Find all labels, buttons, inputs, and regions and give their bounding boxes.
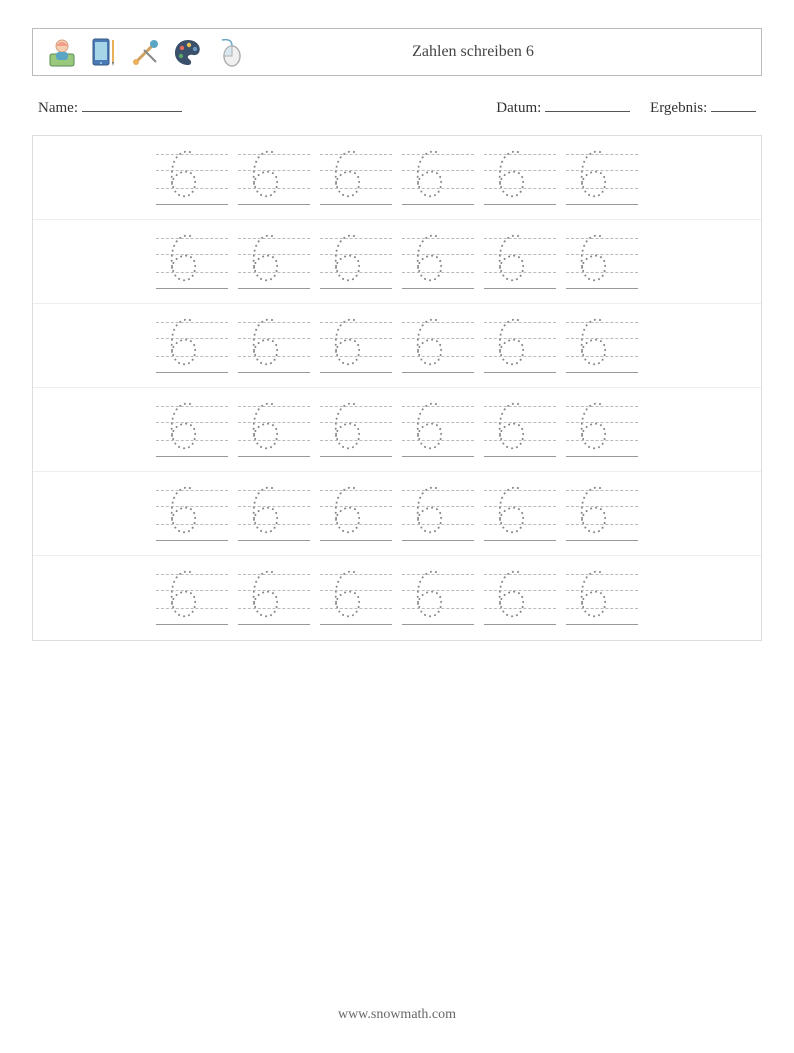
trace-cell[interactable] bbox=[234, 148, 314, 208]
mouse-icon bbox=[213, 35, 247, 69]
trace-cell[interactable] bbox=[152, 568, 232, 628]
trace-cell[interactable] bbox=[316, 484, 396, 544]
worksheet-row bbox=[33, 304, 761, 388]
trace-cell[interactable] bbox=[398, 148, 478, 208]
trace-cell[interactable] bbox=[316, 400, 396, 460]
trace-cell[interactable] bbox=[152, 148, 232, 208]
trace-cell[interactable] bbox=[234, 568, 314, 628]
footer-link[interactable]: www.snowmath.com bbox=[0, 1007, 794, 1023]
trace-cell[interactable] bbox=[152, 232, 232, 292]
trace-digit bbox=[162, 230, 202, 297]
worksheet-row bbox=[33, 136, 761, 220]
worksheet bbox=[32, 135, 762, 641]
info-line: Name: Datum: Ergebnis: bbox=[32, 98, 762, 117]
trace-cell[interactable] bbox=[480, 316, 560, 376]
trace-digit bbox=[408, 230, 448, 297]
trace-digit bbox=[490, 230, 530, 297]
header-icons bbox=[45, 35, 247, 69]
trace-cell[interactable] bbox=[316, 316, 396, 376]
worksheet-row bbox=[33, 388, 761, 472]
trace-digit bbox=[408, 482, 448, 549]
trace-digit bbox=[326, 314, 366, 381]
worksheet-row bbox=[33, 472, 761, 556]
trace-digit bbox=[162, 566, 202, 633]
trace-cell[interactable] bbox=[152, 400, 232, 460]
trace-digit bbox=[490, 398, 530, 465]
name-label: Name: bbox=[38, 100, 78, 116]
trace-digit bbox=[490, 482, 530, 549]
trace-digit bbox=[326, 482, 366, 549]
trace-cell[interactable] bbox=[152, 316, 232, 376]
trace-digit bbox=[162, 146, 202, 213]
trace-cell[interactable] bbox=[480, 568, 560, 628]
trace-digit bbox=[490, 566, 530, 633]
trace-digit bbox=[572, 398, 612, 465]
trace-digit bbox=[408, 314, 448, 381]
trace-digit bbox=[572, 146, 612, 213]
trace-cell[interactable] bbox=[152, 484, 232, 544]
trace-cell[interactable] bbox=[562, 232, 642, 292]
trace-cell[interactable] bbox=[562, 484, 642, 544]
trace-cell[interactable] bbox=[234, 400, 314, 460]
trace-digit bbox=[326, 146, 366, 213]
person-icon bbox=[45, 35, 79, 69]
trace-digit bbox=[572, 230, 612, 297]
trace-cell[interactable] bbox=[398, 484, 478, 544]
trace-digit bbox=[244, 398, 284, 465]
trace-cell[interactable] bbox=[562, 400, 642, 460]
trace-digit bbox=[490, 314, 530, 381]
date-blank[interactable] bbox=[545, 98, 630, 112]
header-box: Zahlen schreiben 6 bbox=[32, 28, 762, 76]
result-blank[interactable] bbox=[711, 98, 756, 112]
trace-cell[interactable] bbox=[480, 232, 560, 292]
tablet-icon bbox=[87, 35, 121, 69]
trace-cell[interactable] bbox=[234, 316, 314, 376]
trace-cell[interactable] bbox=[562, 148, 642, 208]
trace-cell[interactable] bbox=[398, 316, 478, 376]
trace-digit bbox=[244, 230, 284, 297]
result-label: Ergebnis: bbox=[650, 100, 707, 116]
trace-digit bbox=[162, 482, 202, 549]
trace-cell[interactable] bbox=[316, 232, 396, 292]
date-label: Datum: bbox=[496, 100, 541, 116]
trace-cell[interactable] bbox=[234, 484, 314, 544]
trace-cell[interactable] bbox=[480, 148, 560, 208]
trace-digit bbox=[244, 482, 284, 549]
name-blank[interactable] bbox=[82, 98, 182, 112]
trace-digit bbox=[572, 314, 612, 381]
trace-digit bbox=[490, 146, 530, 213]
trace-digit bbox=[326, 566, 366, 633]
brush-icon bbox=[129, 35, 163, 69]
trace-digit bbox=[162, 314, 202, 381]
trace-cell[interactable] bbox=[562, 568, 642, 628]
trace-digit bbox=[572, 482, 612, 549]
trace-digit bbox=[244, 146, 284, 213]
trace-cell[interactable] bbox=[480, 484, 560, 544]
page-title: Zahlen schreiben 6 bbox=[247, 43, 749, 61]
trace-cell[interactable] bbox=[234, 232, 314, 292]
palette-icon bbox=[171, 35, 205, 69]
trace-digit bbox=[244, 566, 284, 633]
trace-cell[interactable] bbox=[398, 400, 478, 460]
worksheet-row bbox=[33, 556, 761, 640]
trace-cell[interactable] bbox=[316, 148, 396, 208]
trace-cell[interactable] bbox=[316, 568, 396, 628]
trace-digit bbox=[408, 146, 448, 213]
trace-cell[interactable] bbox=[398, 568, 478, 628]
trace-cell[interactable] bbox=[480, 400, 560, 460]
trace-digit bbox=[408, 398, 448, 465]
trace-digit bbox=[326, 398, 366, 465]
trace-cell[interactable] bbox=[398, 232, 478, 292]
trace-digit bbox=[326, 230, 366, 297]
trace-digit bbox=[408, 566, 448, 633]
trace-cell[interactable] bbox=[562, 316, 642, 376]
trace-digit bbox=[162, 398, 202, 465]
trace-digit bbox=[244, 314, 284, 381]
worksheet-row bbox=[33, 220, 761, 304]
trace-digit bbox=[572, 566, 612, 633]
